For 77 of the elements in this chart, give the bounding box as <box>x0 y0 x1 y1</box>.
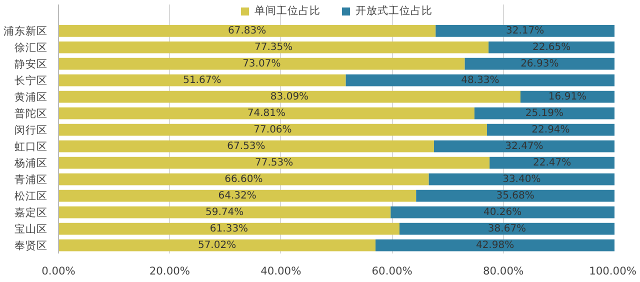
legend-label: 单间工位占比 <box>254 4 320 18</box>
bar <box>58 124 487 136</box>
data-label: 77.06% <box>254 124 292 136</box>
data-label: 77.35% <box>254 42 293 53</box>
data-label: 67.83% <box>228 25 266 36</box>
data-label: 57.02% <box>198 240 236 251</box>
y-tick-label: 虹口区 <box>14 140 48 153</box>
data-label: 73.07% <box>242 58 281 70</box>
bar <box>58 222 400 235</box>
y-tick-label: 嘉定区 <box>14 206 48 219</box>
bar <box>58 24 436 37</box>
x-tick-label: 40.00% <box>260 264 302 278</box>
bar <box>488 41 614 54</box>
bar <box>58 173 429 186</box>
data-label: 66.60% <box>224 174 263 185</box>
legend-label: 开放式工位占比 <box>356 4 432 18</box>
x-tick-label: 20.00% <box>149 264 190 278</box>
y-tick-label: 普陀区 <box>14 106 48 120</box>
data-label: 74.81% <box>247 108 286 119</box>
bar <box>376 239 614 252</box>
data-label: 35.68% <box>496 190 534 202</box>
y-tick-label: 静安区 <box>14 57 48 70</box>
bar <box>58 206 391 218</box>
y-tick-label: 松江区 <box>14 189 48 202</box>
data-label: 59.74% <box>206 206 244 218</box>
bar <box>428 173 614 186</box>
bar <box>436 24 614 37</box>
bar <box>58 107 474 120</box>
bar <box>58 90 520 103</box>
data-label: 77.53% <box>254 157 294 168</box>
data-label: 32.47% <box>505 140 544 152</box>
y-tick-label: 奉贤区 <box>14 238 48 252</box>
bar <box>434 140 614 152</box>
data-label: 16.91% <box>548 91 587 102</box>
bar <box>58 74 346 86</box>
bar <box>58 58 465 70</box>
bar <box>486 124 614 136</box>
bar <box>346 74 614 86</box>
data-label: 22.65% <box>532 42 571 53</box>
x-tick-label: 60.00% <box>372 264 412 278</box>
data-label: 38.67% <box>488 223 526 234</box>
x-tick-label: 0.00% <box>42 264 76 278</box>
y-tick-label: 黄浦区 <box>14 90 48 104</box>
bar <box>474 107 614 120</box>
y-tick-label: 徐汇区 <box>14 40 48 54</box>
y-tick-label: 闵行区 <box>14 123 48 136</box>
data-label: 61.33% <box>210 223 248 234</box>
bar <box>520 90 614 103</box>
data-label: 33.40% <box>502 174 541 185</box>
bar <box>390 206 614 218</box>
bar <box>464 58 614 70</box>
bar <box>416 190 614 202</box>
data-label: 40.26% <box>484 206 522 218</box>
bar <box>58 140 434 152</box>
data-label: 48.33% <box>461 74 500 86</box>
y-tick-label: 宝山区 <box>14 222 48 236</box>
bar <box>58 41 489 54</box>
data-label: 51.67% <box>183 74 222 86</box>
bar <box>58 239 376 252</box>
x-tick-label: 80.00% <box>482 264 524 278</box>
y-tick-label: 杨浦区 <box>14 156 48 170</box>
data-label: 42.98% <box>476 240 514 251</box>
data-label: 67.53% <box>227 140 266 152</box>
y-tick-label: 浦东新区 <box>4 24 48 38</box>
y-tick-label: 青浦区 <box>14 172 48 186</box>
bar <box>399 222 614 235</box>
bar <box>58 156 490 169</box>
bar <box>58 190 416 202</box>
data-label: 26.93% <box>520 58 559 70</box>
data-label: 22.94% <box>532 124 570 136</box>
x-tick-label: 100.00% <box>589 264 637 278</box>
data-label: 64.32% <box>218 190 256 202</box>
data-label: 32.17% <box>506 25 544 36</box>
data-label: 22.47% <box>532 157 572 168</box>
y-tick-label: 长宁区 <box>14 74 48 87</box>
data-label: 25.19% <box>525 108 564 119</box>
data-label: 83.09% <box>270 91 309 102</box>
